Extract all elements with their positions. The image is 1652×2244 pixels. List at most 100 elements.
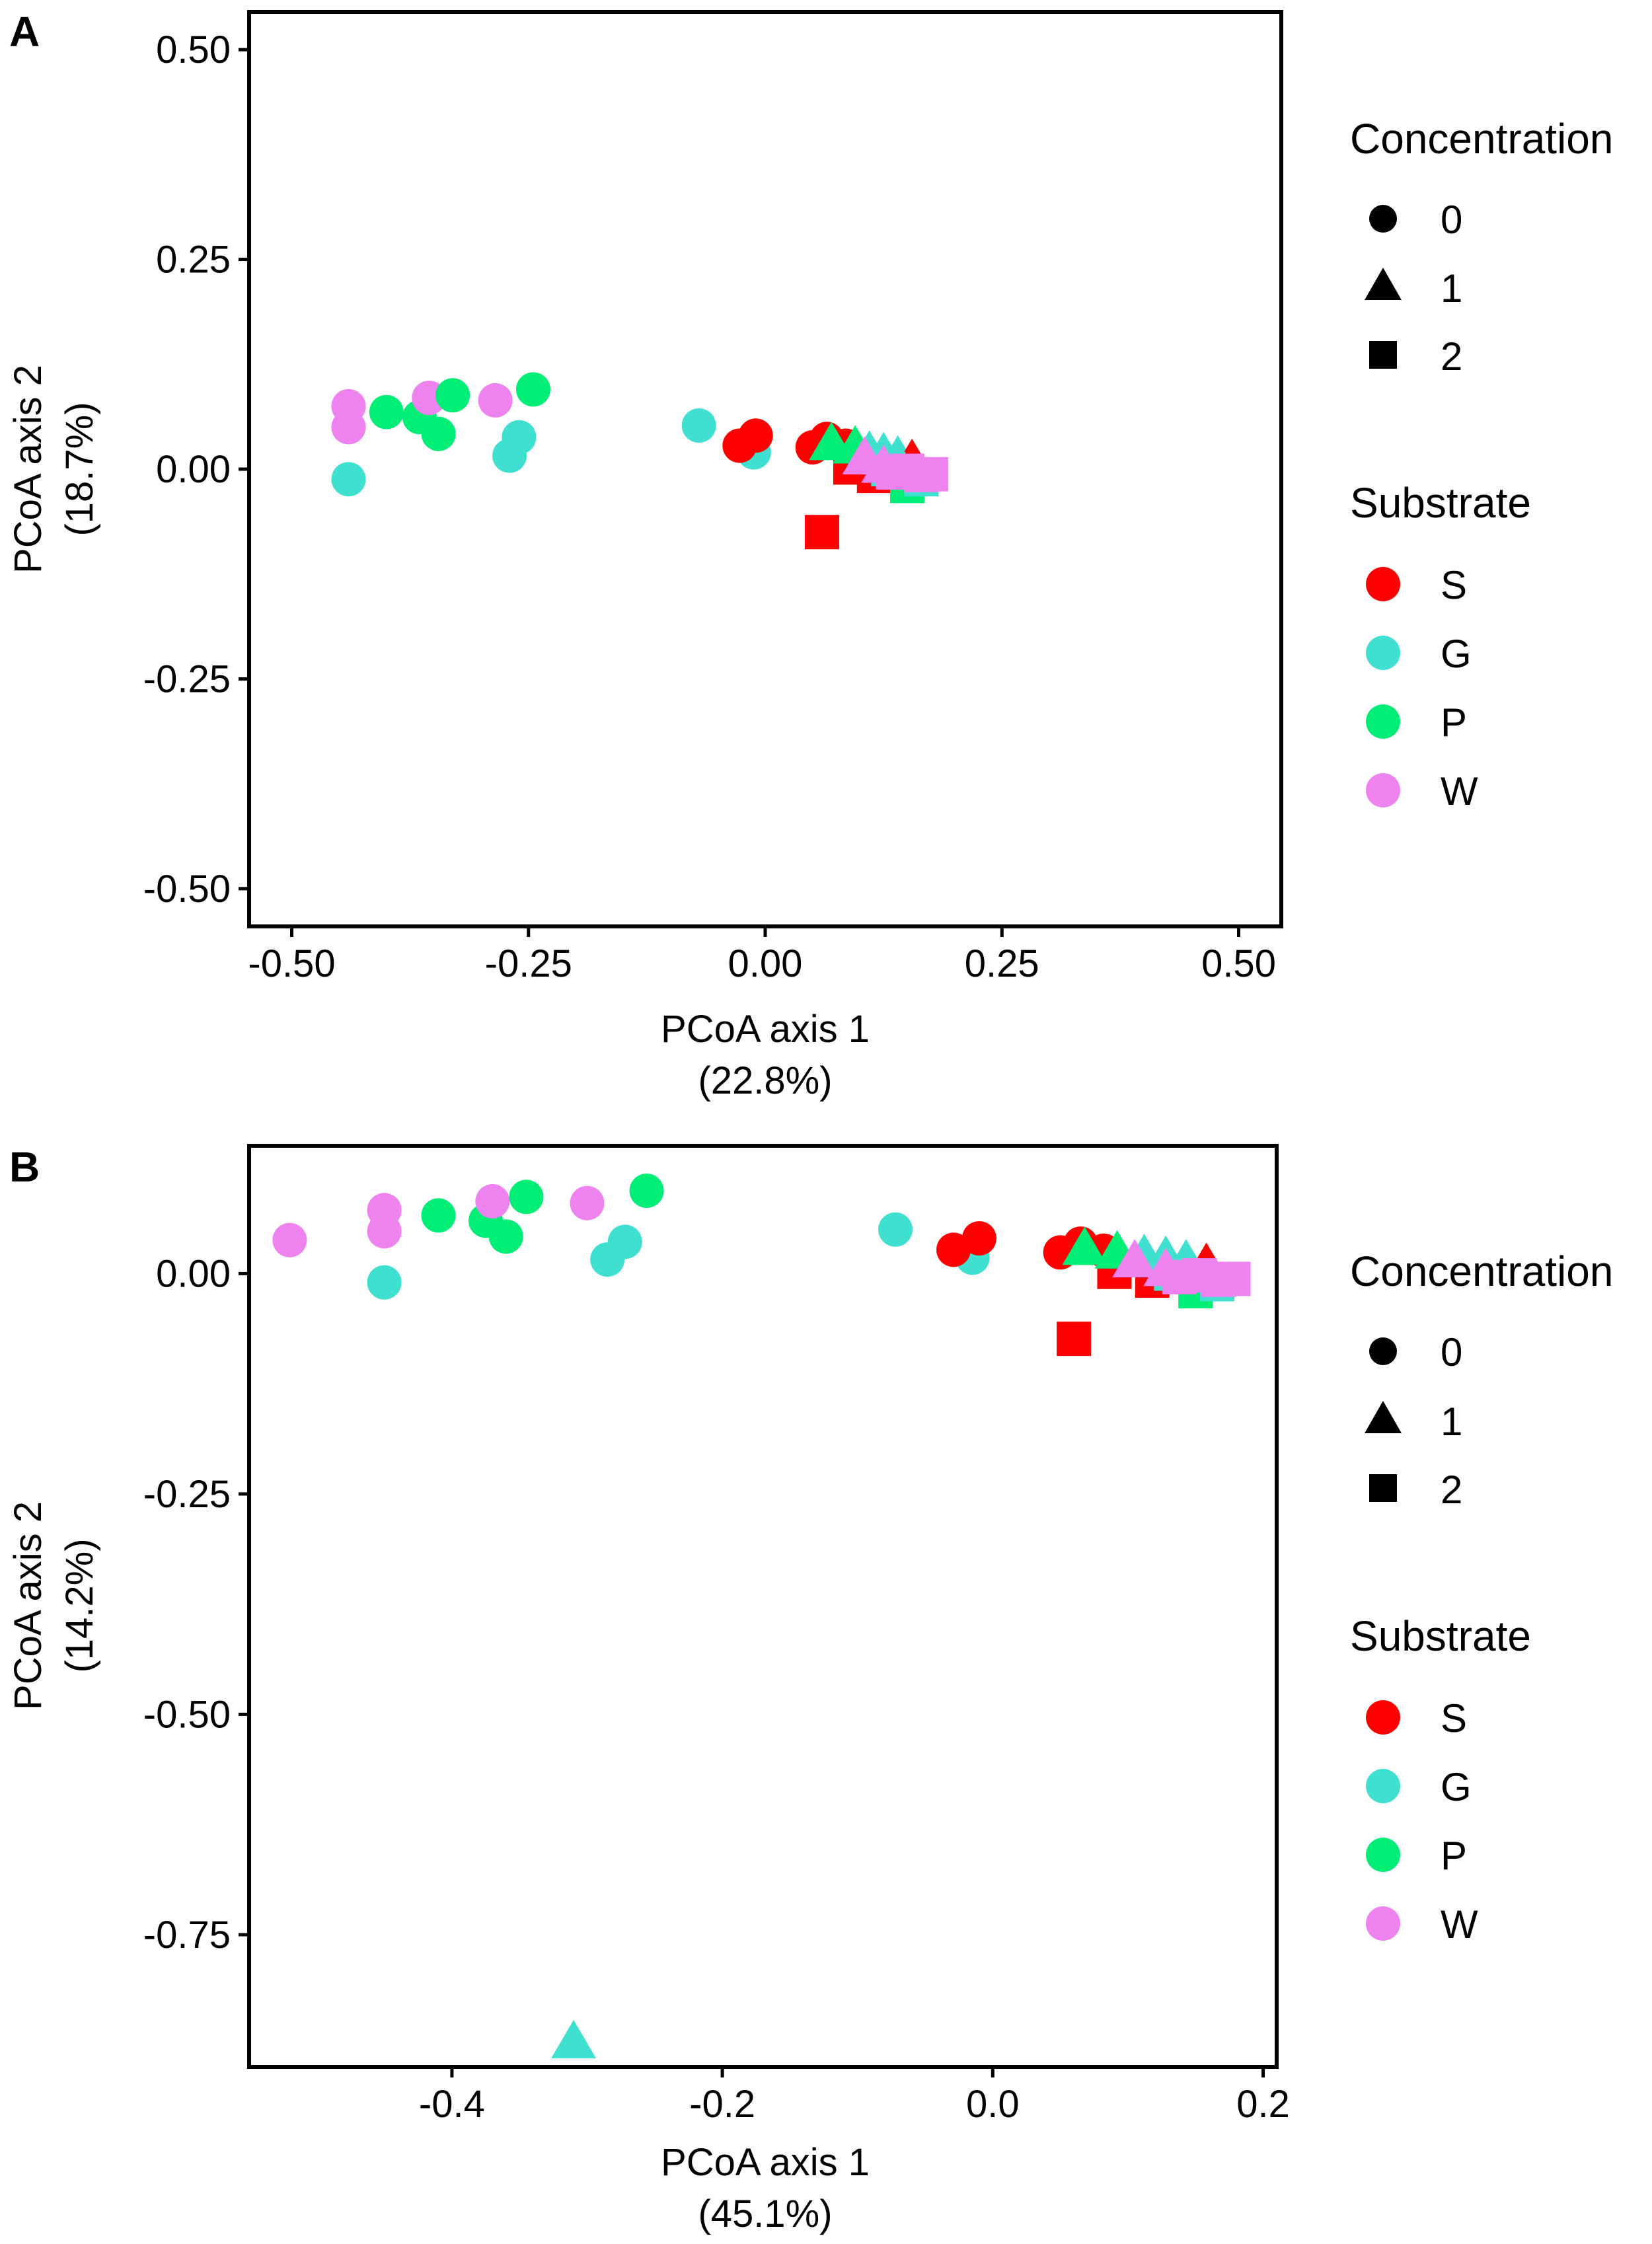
panel-a-x-title-line1: PCoA axis 1	[661, 1008, 870, 1051]
x-tick-label-b-3: 0.2	[1236, 2083, 1290, 2126]
x-tick-label-b-2: 0.0	[966, 2083, 1020, 2126]
x-tick-label-b-0: -0.4	[419, 2083, 485, 2126]
point-b-2-w-circle	[367, 1214, 402, 1249]
panel-a-frame	[247, 10, 1283, 928]
point-a-7-p-circle	[435, 378, 470, 413]
legend-a-concentration-0: 0	[1441, 198, 1462, 242]
point-b-15-s-circle	[936, 1232, 971, 1267]
point-a-10-g-circle	[502, 420, 537, 455]
point-b-20-s-square	[1057, 1322, 1092, 1357]
x-tick-label-a-3: 0.25	[965, 942, 1039, 985]
panel-a-y-title-line1: PCoA axis 2	[7, 365, 50, 574]
legend-b-concentration-1: 1	[1441, 1400, 1462, 1444]
legend-a-p-key	[1366, 704, 1400, 739]
legend-a-concentration-1: 1	[1441, 266, 1462, 311]
panel-b-ticks: -0.4 -0.2 0.0 0.2 0.00 -0.25 -0.50 -0.75	[143, 1252, 1290, 2126]
point-b-32-w-triangle	[1112, 1239, 1158, 1278]
point-b-11-g-circle	[607, 1224, 642, 1259]
point-b-7-p-circle	[488, 1219, 523, 1254]
legend-b-g-key	[1366, 1769, 1400, 1803]
panel-a-points	[331, 372, 948, 550]
point-b-4-p-circle	[421, 1198, 456, 1233]
panel-b-y-title-line1: PCoA axis 2	[7, 1501, 50, 1710]
point-b-0-w-circle	[272, 1222, 307, 1257]
legend-b-substrate-title: Substrate	[1350, 1612, 1531, 1660]
panel-b: B -0.4 -0.2 0.0 0.2 0.00 -0.25 -0.50 -0.75 PCoA…	[7, 1143, 1613, 2235]
legend-b-square-key	[1369, 1474, 1397, 1502]
legend-a-substrate-w: W	[1441, 769, 1478, 813]
panel-b-points	[272, 1174, 1251, 2058]
point-a-2-g-circle	[331, 462, 366, 497]
point-b-13-g-circle	[878, 1212, 913, 1247]
panel-b-label: B	[9, 1143, 40, 1191]
point-a-6-p-circle	[421, 416, 456, 451]
panel-a-ticks: -0.50 -0.25 0.00 0.25 0.50 0.50 0.25 0.00 -0.25 -…	[143, 28, 1276, 985]
legend-a-substrate-g: G	[1441, 632, 1472, 676]
legend-b-concentration-title: Concentration	[1350, 1248, 1613, 1295]
point-a-3-p-circle	[369, 394, 404, 430]
point-b-8-p-circle	[509, 1179, 544, 1215]
point-b-6-w-circle	[475, 1184, 510, 1219]
point-a-8-w-circle	[478, 383, 513, 418]
x-tick-label-a-4: 0.50	[1201, 942, 1276, 985]
panel-a-x-title-line2: (22.8%)	[698, 1059, 832, 1102]
legend-a-substrate-s: S	[1441, 563, 1467, 607]
y-tick-label-a-3: -0.25	[143, 657, 231, 700]
panel-a-label: A	[9, 8, 40, 56]
y-tick-label-b-0: 0.00	[156, 1252, 231, 1295]
legend-b-w-key	[1366, 1906, 1400, 1941]
point-b-12-p-circle	[629, 1174, 664, 1209]
point-b-3-g-circle	[367, 1265, 402, 1300]
point-b-23-p-triangle	[1062, 1226, 1108, 1265]
y-tick-label-b-2: -0.50	[143, 1693, 231, 1736]
x-tick-label-a-0: -0.50	[248, 942, 335, 985]
point-a-36-w-square	[913, 457, 948, 492]
legend-b-triangle-key	[1365, 1401, 1402, 1433]
panel-b-frame	[247, 1144, 1279, 2069]
point-a-1-w-circle	[331, 410, 366, 445]
legend-a-g-key	[1366, 636, 1400, 670]
y-tick-label-a-4: -0.50	[143, 868, 231, 911]
y-tick-label-a-1: 0.25	[156, 239, 231, 281]
point-b-16-s-circle	[961, 1221, 996, 1256]
legend-b-substrate-p: P	[1441, 1834, 1467, 1878]
y-tick-label-b-3: -0.75	[143, 1914, 231, 1957]
legend-b-concentration-0: 0	[1441, 1330, 1462, 1374]
legend-b-substrate-s: S	[1441, 1696, 1467, 1740]
y-tick-label-a-0: 0.50	[156, 28, 231, 71]
x-tick-label-a-1: -0.25	[485, 942, 572, 985]
x-tick-label-b-1: -0.2	[689, 2083, 755, 2126]
legend-a-triangle-key	[1365, 268, 1402, 300]
panel-a-y-title-line2: (18.7%)	[58, 402, 101, 536]
y-tick-label-a-2: 0.00	[156, 448, 231, 491]
legend-a-s-key	[1366, 567, 1400, 601]
panel-b-legend: Concentration 0 1 2 Substrate S G P W	[1350, 1248, 1613, 1947]
panel-b-x-title-line2: (45.1%)	[698, 2192, 832, 2235]
point-b-9-w-circle	[570, 1185, 605, 1220]
point-a-11-p-circle	[515, 372, 550, 407]
x-tick-label-a-2: 0.00	[728, 942, 803, 985]
point-b-38-g-triangle	[551, 2019, 597, 2058]
point-a-15-s-circle	[738, 418, 773, 453]
legend-b-concentration-2: 2	[1441, 1468, 1462, 1512]
legend-a-square-key	[1369, 341, 1397, 369]
legend-a-substrate-title: Substrate	[1350, 479, 1531, 527]
point-a-12-g-circle	[681, 408, 716, 443]
panel-a: A -0.50 -0.25 0.00 0.25 0.50 0.50 0.25 0.00 -0.2…	[7, 8, 1613, 1102]
panel-b-x-title-line1: PCoA axis 1	[661, 2141, 870, 2184]
point-b-37-w-square	[1216, 1261, 1251, 1296]
legend-b-s-key	[1366, 1700, 1400, 1735]
legend-b-circle-key	[1369, 1337, 1397, 1365]
legend-b-p-key	[1366, 1838, 1400, 1872]
legend-a-substrate-p: P	[1441, 700, 1467, 745]
y-tick-label-b-1: -0.25	[143, 1473, 231, 1516]
legend-a-circle-key	[1369, 205, 1397, 233]
point-a-19-s-square	[804, 515, 839, 550]
legend-a-w-key	[1366, 773, 1400, 807]
legend-b-substrate-w: W	[1441, 1902, 1478, 1947]
legend-a-concentration-2: 2	[1441, 334, 1462, 379]
panel-b-y-title-line2: (14.2%)	[58, 1538, 101, 1672]
legend-b-substrate-g: G	[1441, 1765, 1472, 1809]
panel-a-legend: Concentration 0 1 2 Substrate S G P W	[1350, 115, 1613, 813]
